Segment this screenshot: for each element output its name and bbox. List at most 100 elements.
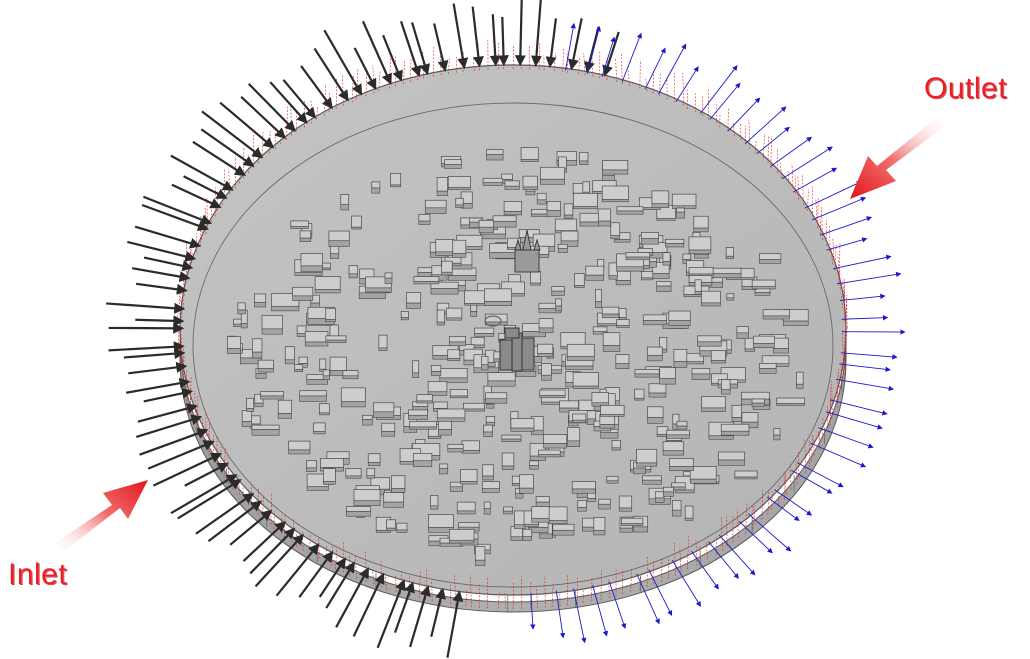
building-roof xyxy=(601,306,620,315)
building xyxy=(386,519,396,531)
building-roof xyxy=(299,390,327,397)
building-roof xyxy=(428,514,454,528)
building-roof xyxy=(449,336,466,343)
building-roof xyxy=(551,286,565,292)
building xyxy=(384,272,393,285)
building-roof xyxy=(461,440,480,451)
building-roof xyxy=(654,491,665,499)
building-wall xyxy=(773,348,789,354)
building-roof xyxy=(646,346,663,356)
boundary-vector xyxy=(761,490,764,520)
inflow-arrow xyxy=(545,18,558,68)
building xyxy=(257,359,274,373)
boundary-vector xyxy=(354,555,357,579)
building-roof xyxy=(586,410,597,420)
building-roof xyxy=(436,408,466,419)
building-roof xyxy=(555,298,562,307)
building-roof xyxy=(688,236,712,251)
building-wall xyxy=(585,274,605,281)
building-wall xyxy=(375,530,391,533)
building-wall xyxy=(481,488,500,493)
inflow-arrow xyxy=(134,225,202,249)
building-roof xyxy=(438,463,449,469)
building-wall xyxy=(439,467,449,475)
outflow-arrow xyxy=(832,254,892,270)
building-wall xyxy=(522,331,546,338)
inflow-arrow xyxy=(298,550,334,598)
boundary-vector xyxy=(811,434,814,462)
boundary-vector xyxy=(190,241,193,259)
building xyxy=(563,203,574,219)
boundary-vector xyxy=(630,567,633,592)
building xyxy=(731,404,742,422)
building-roof xyxy=(463,402,485,410)
building-wall xyxy=(447,187,471,190)
building-roof xyxy=(572,192,598,207)
inflow-arrow xyxy=(352,572,385,637)
building-wall xyxy=(300,265,323,273)
building-wall xyxy=(697,341,722,347)
building-wall xyxy=(641,277,654,281)
building-wall xyxy=(651,273,670,279)
building-roof xyxy=(486,149,504,155)
building-roof xyxy=(413,276,440,282)
building-wall xyxy=(636,462,658,467)
boundary-vector xyxy=(748,119,751,149)
building-wall xyxy=(519,487,534,494)
building-wall xyxy=(543,443,568,449)
inflow-arrow xyxy=(282,79,317,119)
building-wall xyxy=(366,475,376,479)
boundary-vector xyxy=(771,491,773,510)
outflow-arrow xyxy=(839,363,891,372)
inflow-arrow xyxy=(318,557,347,598)
inflow-arrow xyxy=(141,203,209,231)
building-roof xyxy=(504,180,520,187)
building xyxy=(438,463,449,475)
building-roof xyxy=(430,365,442,372)
building-roof xyxy=(449,528,475,541)
building-wall xyxy=(662,261,671,266)
building-roof xyxy=(390,173,401,186)
building xyxy=(751,398,765,407)
outflow-arrow xyxy=(530,592,536,630)
outflow-arrow xyxy=(818,427,874,449)
building xyxy=(447,349,461,361)
building-roof xyxy=(348,265,358,275)
building xyxy=(585,265,605,281)
outlet-label: Outlet xyxy=(924,72,1008,105)
building-wall xyxy=(294,272,323,276)
building-wall xyxy=(481,364,489,371)
building-wall xyxy=(726,297,735,301)
building-roof xyxy=(616,319,630,327)
building-wall xyxy=(523,523,539,527)
building xyxy=(416,394,433,404)
inflow-arrow xyxy=(139,428,209,456)
building xyxy=(482,464,494,481)
building-roof xyxy=(538,318,554,329)
boundary-vector xyxy=(797,175,799,200)
building-roof xyxy=(449,389,468,397)
building xyxy=(328,230,350,247)
building-wall xyxy=(501,438,522,442)
outflow-arrow xyxy=(809,442,867,468)
building-roof xyxy=(531,506,550,519)
building-roof xyxy=(455,197,464,206)
building-wall xyxy=(536,199,547,205)
building-wall xyxy=(449,539,475,544)
building-wall xyxy=(455,204,464,208)
building xyxy=(759,363,777,374)
building xyxy=(538,318,554,334)
building-roof xyxy=(416,394,433,402)
building-roof xyxy=(373,402,395,413)
boundary-vector xyxy=(372,571,375,585)
building-roof xyxy=(582,181,590,193)
building xyxy=(546,201,561,217)
building xyxy=(284,346,295,365)
building-roof xyxy=(691,368,711,375)
building-roof xyxy=(487,372,516,382)
building-wall xyxy=(522,186,538,190)
building-wall xyxy=(666,434,690,439)
boundary-vector xyxy=(578,56,581,74)
building xyxy=(322,369,330,381)
building-wall xyxy=(633,467,646,475)
